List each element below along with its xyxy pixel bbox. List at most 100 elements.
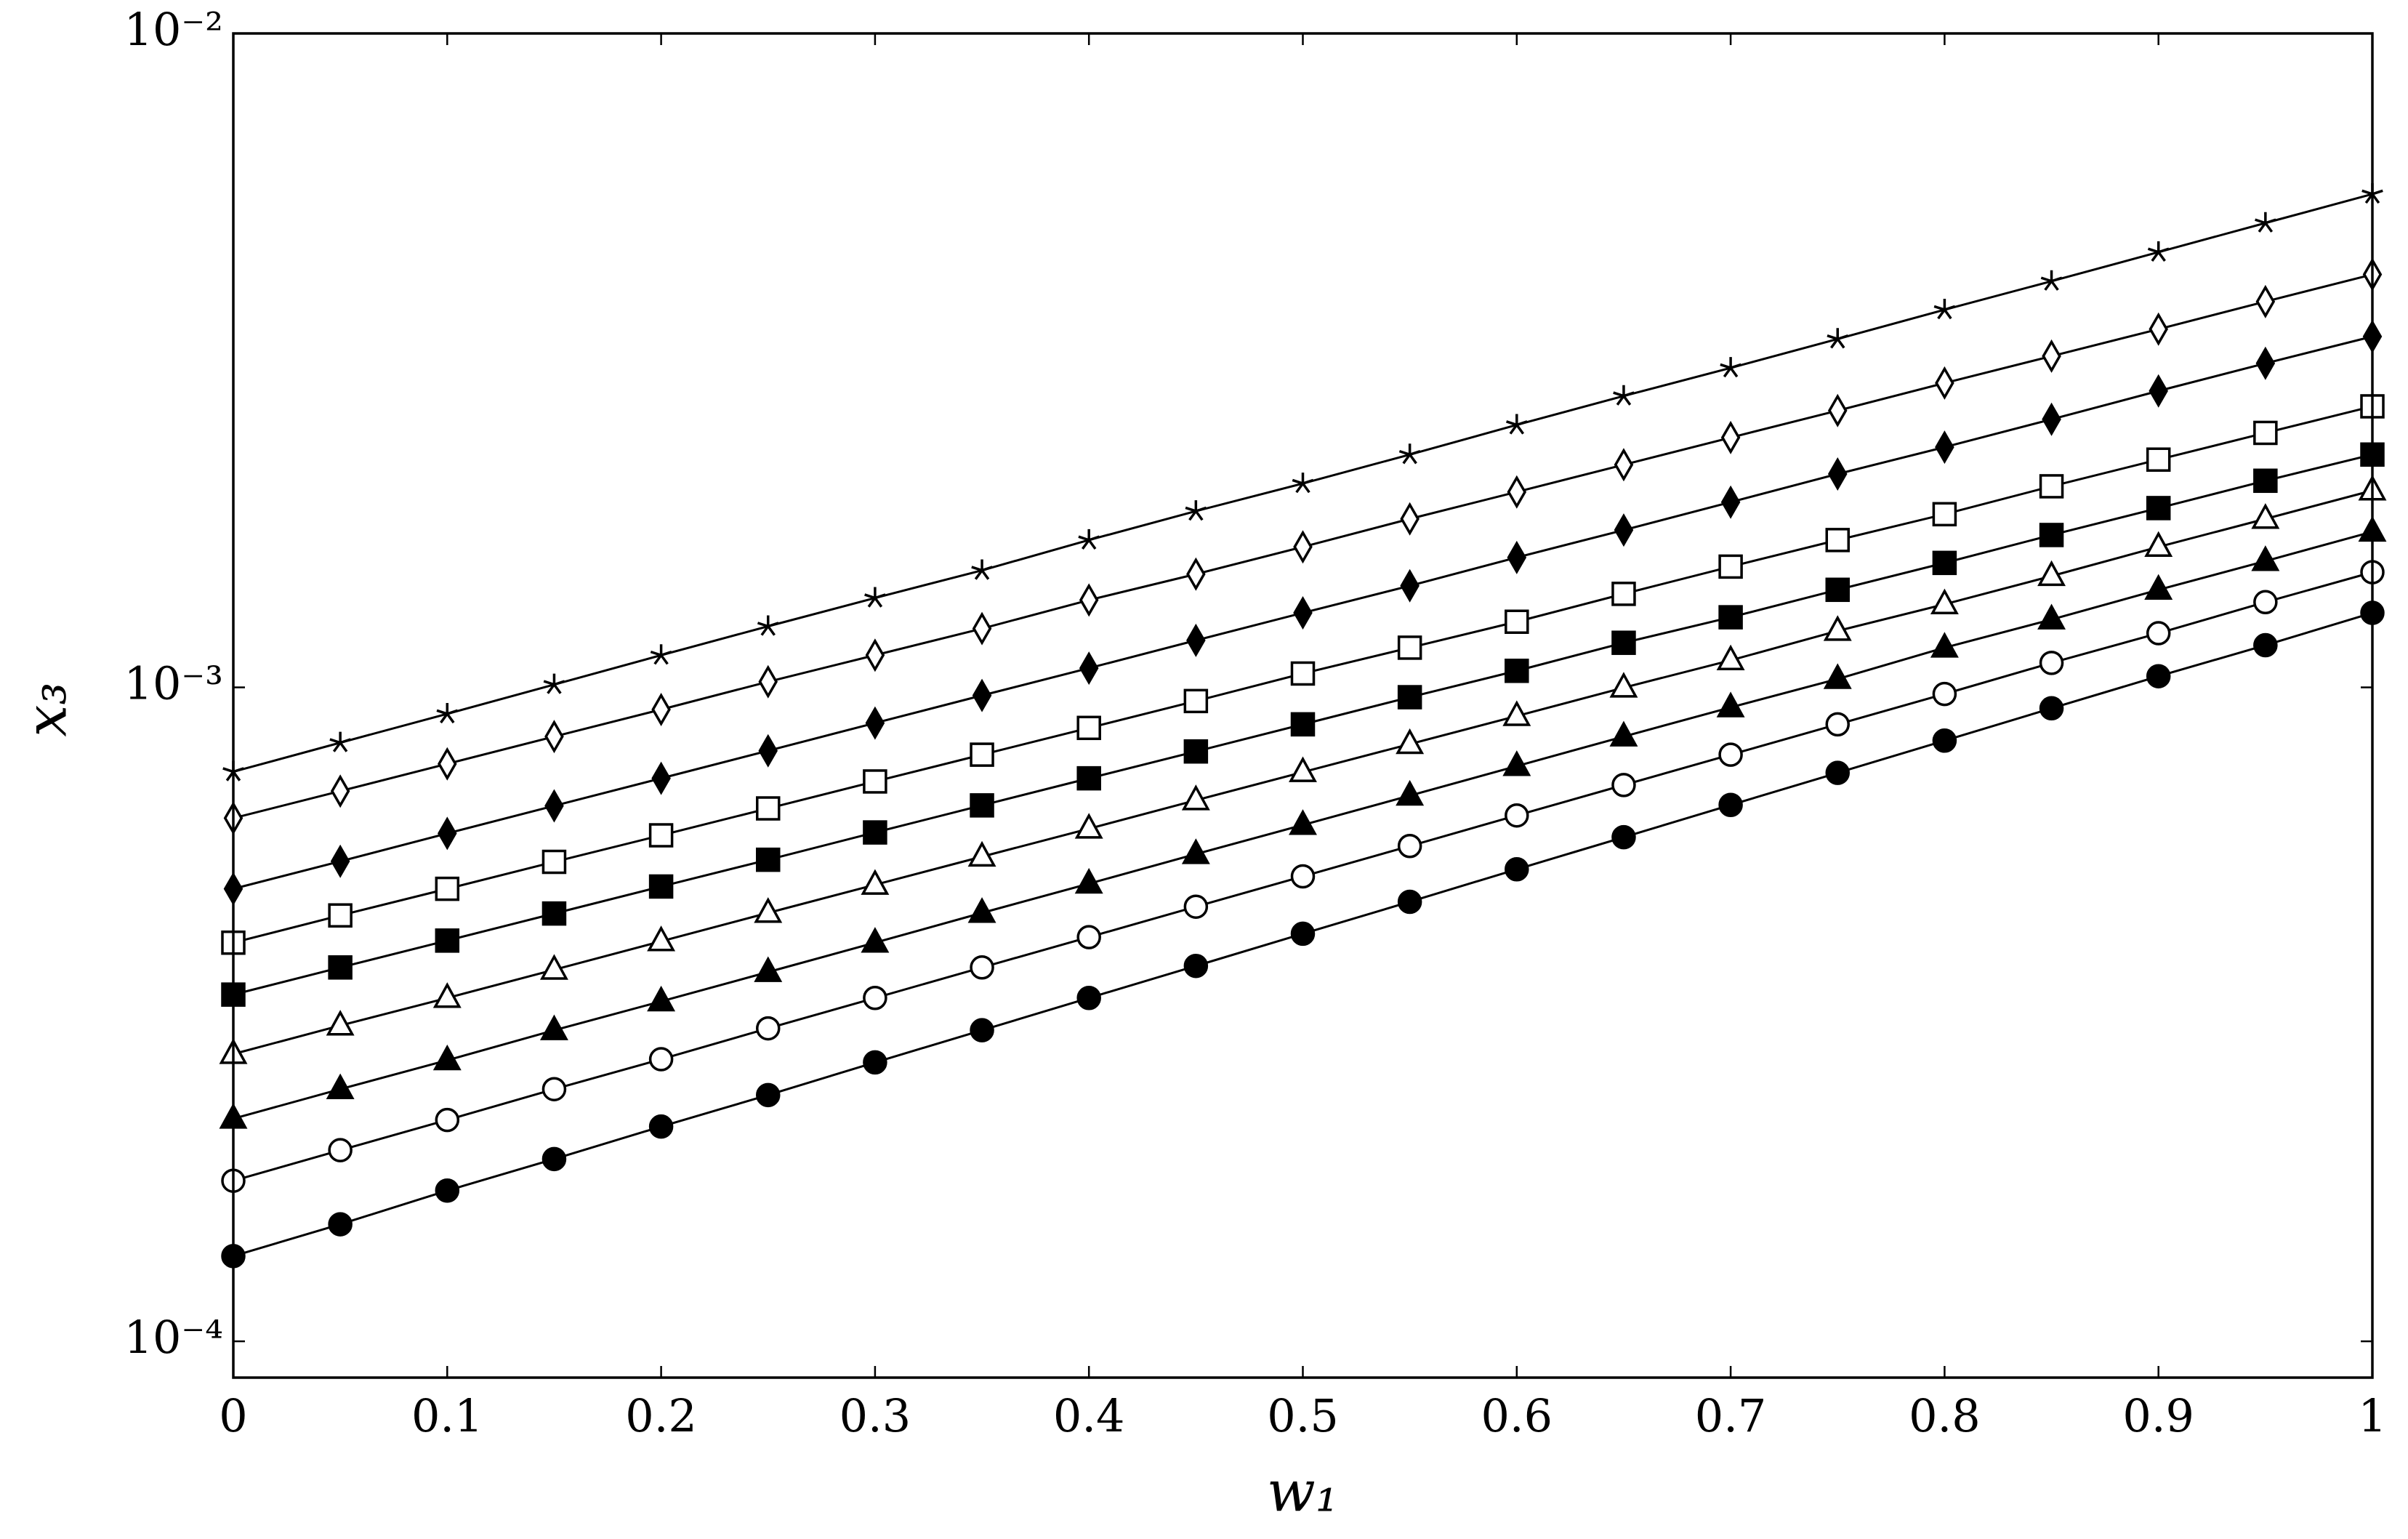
marker bbox=[1505, 659, 1529, 683]
y-tick-label: 10⁻³ bbox=[124, 657, 223, 710]
marker bbox=[757, 615, 779, 636]
marker bbox=[1290, 712, 1316, 737]
marker bbox=[1396, 779, 1425, 806]
y-axis-label: x₃ bbox=[15, 682, 80, 736]
marker bbox=[1718, 554, 1743, 579]
marker bbox=[1397, 635, 1422, 660]
marker bbox=[756, 1016, 781, 1041]
marker bbox=[970, 742, 994, 767]
marker bbox=[970, 1018, 994, 1042]
marker bbox=[326, 1010, 355, 1036]
marker bbox=[2251, 503, 2280, 529]
marker bbox=[2255, 212, 2276, 233]
marker bbox=[541, 1077, 567, 1101]
marker bbox=[648, 1047, 674, 1072]
marker bbox=[972, 678, 992, 712]
marker bbox=[1290, 921, 1316, 947]
marker bbox=[1825, 528, 1850, 552]
marker bbox=[1611, 582, 1636, 606]
marker bbox=[2253, 632, 2278, 658]
marker bbox=[1505, 857, 1529, 882]
marker bbox=[1507, 475, 1527, 509]
marker bbox=[544, 720, 564, 754]
marker bbox=[432, 1044, 462, 1071]
marker bbox=[2037, 560, 2066, 587]
marker bbox=[1397, 834, 1422, 859]
marker bbox=[1613, 385, 1635, 406]
marker bbox=[967, 840, 996, 867]
marker bbox=[432, 982, 462, 1008]
marker bbox=[648, 823, 674, 848]
marker bbox=[1181, 784, 1210, 811]
marker bbox=[328, 1138, 353, 1162]
plot-frame bbox=[232, 32, 2374, 1379]
marker bbox=[864, 587, 886, 608]
marker bbox=[436, 702, 459, 724]
marker bbox=[2146, 496, 2171, 521]
marker bbox=[438, 816, 457, 851]
marker bbox=[1930, 588, 1959, 614]
marker bbox=[539, 1014, 568, 1040]
marker bbox=[544, 789, 564, 823]
marker bbox=[648, 1114, 674, 1139]
marker bbox=[758, 734, 778, 768]
marker bbox=[756, 847, 781, 872]
marker bbox=[2149, 312, 2168, 346]
marker bbox=[967, 897, 996, 923]
x-tick-label: 0.5 bbox=[1267, 1389, 1339, 1442]
marker bbox=[1932, 550, 1957, 576]
marker bbox=[541, 849, 567, 875]
marker bbox=[2144, 531, 2173, 558]
marker bbox=[2146, 447, 2171, 472]
marker bbox=[1074, 867, 1103, 894]
marker bbox=[1400, 502, 1420, 536]
marker bbox=[972, 611, 992, 646]
marker bbox=[2255, 284, 2276, 318]
marker bbox=[1932, 728, 1957, 753]
marker bbox=[1076, 715, 1101, 741]
marker bbox=[970, 955, 994, 980]
marker bbox=[2147, 241, 2170, 262]
marker bbox=[1076, 766, 1101, 791]
marker bbox=[1076, 925, 1101, 949]
marker bbox=[1930, 632, 1959, 658]
marker bbox=[863, 986, 887, 1010]
marker bbox=[1183, 688, 1209, 714]
marker bbox=[435, 928, 460, 953]
marker bbox=[650, 644, 672, 665]
marker bbox=[1614, 513, 1634, 547]
marker bbox=[1181, 838, 1210, 864]
marker bbox=[329, 731, 351, 752]
marker bbox=[1397, 889, 1422, 915]
marker bbox=[1932, 502, 1957, 527]
marker bbox=[330, 774, 350, 808]
marker bbox=[1932, 681, 1957, 707]
x-tick-label: 0.6 bbox=[1481, 1389, 1553, 1442]
marker bbox=[1076, 986, 1101, 1010]
marker bbox=[1079, 583, 1099, 617]
marker bbox=[1825, 577, 1850, 603]
y-tick-label: 10⁻² bbox=[124, 3, 223, 56]
marker bbox=[1396, 728, 1425, 755]
x-tick-label: 0.7 bbox=[1695, 1389, 1767, 1442]
marker bbox=[1502, 750, 1531, 776]
marker bbox=[1614, 448, 1634, 482]
marker bbox=[1718, 792, 1743, 818]
marker bbox=[2039, 696, 2064, 721]
x-axis-label: w₁ bbox=[1267, 1460, 1338, 1525]
marker bbox=[2146, 664, 2171, 688]
marker bbox=[2042, 339, 2061, 373]
marker bbox=[2039, 523, 2064, 547]
marker bbox=[1397, 685, 1422, 710]
marker bbox=[1400, 568, 1420, 603]
marker bbox=[1293, 530, 1313, 564]
marker bbox=[1609, 672, 1638, 698]
x-tick-label: 0.3 bbox=[839, 1389, 911, 1442]
marker bbox=[1186, 557, 1206, 591]
marker bbox=[1720, 485, 1741, 519]
marker bbox=[541, 901, 567, 926]
marker bbox=[1183, 894, 1209, 919]
marker bbox=[435, 876, 460, 901]
marker bbox=[1611, 824, 1636, 850]
marker bbox=[1827, 457, 1848, 491]
